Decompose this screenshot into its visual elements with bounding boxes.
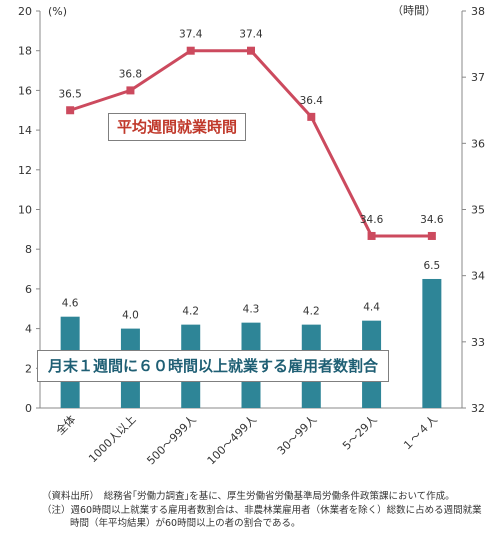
left-tick-label: 8: [25, 243, 32, 256]
line-point: [126, 86, 135, 95]
left-tick-label: 4: [25, 323, 32, 336]
left-tick-label: 0: [25, 402, 32, 415]
line-series-label: 平均週間就業時間: [108, 113, 247, 141]
category-label: 5～29人: [340, 413, 380, 453]
data-labels: 4.6 4.0 4.2 4.3 4.2 4.4 6.5 36.5 36.8 37.4 37.4 36.…: [58, 29, 443, 322]
combo-chart: 0 2 4 6 8 10 12 14 16 18 20 32 33 34 35 36 37 38 (%) （時間） 4…: [18, 4, 485, 467]
bar-value-label: 4.3: [243, 304, 260, 316]
line-value-label: 36.4: [300, 95, 324, 107]
left-tick-label: 10: [18, 204, 32, 217]
bar-value-label: 4.2: [303, 306, 320, 318]
right-axis-unit: （時間）: [392, 4, 436, 17]
left-tick-label: 14: [18, 124, 32, 137]
line-series: [66, 46, 436, 240]
bar-value-label: 4.4: [363, 302, 380, 314]
line-value-label: 34.6: [360, 214, 384, 226]
bar-value-label: 4.6: [62, 298, 79, 310]
right-tick-label: 38: [471, 5, 485, 18]
category-label: 500～999人: [144, 413, 198, 467]
line-point: [66, 106, 75, 115]
right-tick-label: 33: [471, 336, 485, 349]
bars: [60, 278, 442, 408]
category-label: 30～99人: [275, 413, 320, 458]
category-label: 1000人以上: [86, 413, 138, 465]
category-label: 100～499人: [205, 413, 259, 467]
left-tick-label: 18: [18, 45, 32, 58]
right-tick-label: 34: [471, 270, 485, 283]
category-label: １～４人: [400, 413, 440, 453]
line-value-label: 34.6: [420, 214, 444, 226]
line-point: [427, 231, 436, 240]
line-value-label: 36.5: [58, 88, 81, 100]
bar-series-label: 月末１週間に６０時間以上就業する雇用者数割合: [37, 350, 390, 382]
right-tick-label: 32: [471, 402, 485, 415]
right-tick-label: 36: [471, 137, 485, 150]
bar-value-label: 4.2: [182, 306, 199, 318]
source-note: （資料出所） 総務省｢労働力調査｣を基に、厚生労働省労働基準局労働条件政策課にお…: [42, 491, 455, 502]
category-labels: 全体 1000人以上 500～999人 100～499人 30～99人 5～29人 １～４人: [53, 412, 440, 467]
bar: [422, 278, 442, 408]
note-line-2: 時間（年平均結果）が60時間以上の者の割合である。: [70, 518, 301, 529]
left-tick-label: 2: [25, 362, 32, 375]
bar-value-label: 6.5: [424, 260, 441, 272]
left-tick-label: 16: [18, 84, 32, 97]
line-point: [307, 112, 316, 121]
footnotes: （資料出所） 総務省｢労働力調査｣を基に、厚生労働省労働基準局労働条件政策課にお…: [42, 490, 492, 531]
axes: 0 2 4 6 8 10 12 14 16 18 20 32 33 34 35 36 37 38 (%) （時間）: [18, 4, 485, 415]
bar-value-label: 4.0: [122, 310, 139, 322]
line-value-label: 37.4: [239, 29, 263, 41]
line-point: [247, 46, 255, 55]
right-tick-label: 35: [471, 204, 485, 217]
left-tick-label: 12: [18, 164, 32, 177]
right-tick-label: 37: [471, 71, 485, 84]
note-line-1: （注）週60時間以上就業する雇用者数割合は、非農林業雇用者（休業者を除く）総数に…: [42, 504, 482, 516]
line-value-label: 36.8: [119, 68, 142, 80]
line-value-label: 37.4: [179, 29, 203, 41]
line-point: [367, 231, 376, 240]
line-point: [186, 46, 195, 55]
left-axis-unit: (%): [48, 5, 67, 18]
left-tick-label: 6: [25, 283, 32, 296]
left-tick-label: 20: [18, 5, 32, 18]
category-label: 全体: [53, 412, 78, 437]
